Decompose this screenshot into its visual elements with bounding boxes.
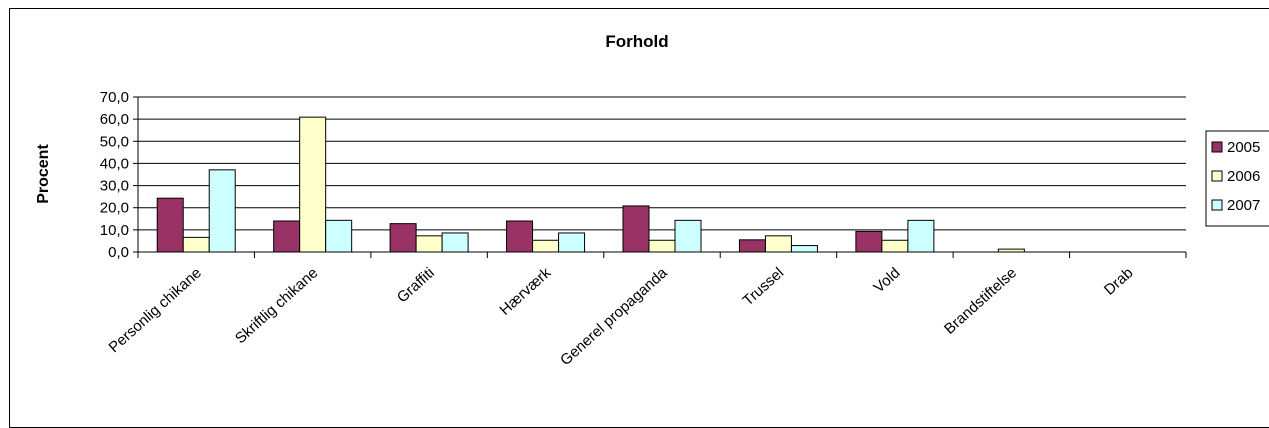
- bar-2006: [532, 239, 560, 253]
- bar-2006: [415, 235, 443, 253]
- x-category-label: Skriftlig chikane: [232, 264, 321, 347]
- legend-label: 2005: [1227, 139, 1260, 156]
- bar-2006: [182, 236, 210, 253]
- bar-2005: [389, 223, 417, 253]
- x-category-label: Drab: [1101, 264, 1137, 298]
- bar-2005: [506, 220, 534, 253]
- y-tick-label: 40,0: [100, 155, 129, 172]
- bar-2006: [648, 239, 676, 253]
- y-tick-label: 60,0: [100, 111, 129, 128]
- bar-2007: [907, 219, 935, 253]
- bar-2007: [441, 232, 469, 253]
- y-tick-label: 70,0: [100, 89, 129, 106]
- x-category-label: Generel propaganda: [557, 264, 671, 369]
- x-category-label: Hærværk: [496, 264, 554, 319]
- bar-2006: [881, 239, 909, 253]
- legend-swatch-2007: [1211, 199, 1223, 211]
- bar-2007: [558, 232, 586, 253]
- bar-2005: [738, 239, 766, 253]
- legend-swatch-2005: [1211, 141, 1223, 153]
- bar-2006: [299, 116, 327, 253]
- bar-2007: [674, 219, 702, 253]
- bar-2005: [855, 230, 883, 253]
- x-category-label: Trussel: [740, 264, 788, 309]
- gridlines: [138, 96, 1186, 231]
- bar-2007: [325, 219, 353, 253]
- bar-2006: [764, 235, 792, 253]
- x-category-label: Graffiti: [394, 264, 438, 306]
- legend-label: 2006: [1227, 168, 1260, 185]
- x-category-label: Vold: [870, 264, 903, 296]
- y-tick-label: 0,0: [108, 244, 129, 261]
- bars: [156, 116, 1025, 253]
- bar-2007: [208, 169, 236, 253]
- labels: 0,0 10,0 20,0 30,0 40,0 50,0 60,0 70,0 Personlig…: [100, 89, 1137, 369]
- y-tick-label: 30,0: [100, 178, 129, 195]
- bar-2005: [273, 220, 301, 253]
- chart-title: Forhold: [605, 32, 668, 51]
- legend-swatch-2006: [1211, 170, 1223, 182]
- legend-label: 2007: [1227, 197, 1260, 214]
- legend: 2005 2006 2007: [1205, 130, 1269, 227]
- y-tick-label: 10,0: [100, 222, 129, 239]
- x-category-label: Brandstiftelse: [941, 264, 1020, 337]
- y-tick-label: 50,0: [100, 133, 129, 150]
- y-tick-label: 20,0: [100, 200, 129, 217]
- bar-2005: [156, 197, 184, 253]
- axes: [133, 96, 1187, 258]
- y-axis-label: Procent: [35, 144, 52, 204]
- bar-2007: [790, 245, 818, 253]
- x-category-label: Personlig chikane: [106, 264, 205, 356]
- bar-2005: [622, 205, 650, 253]
